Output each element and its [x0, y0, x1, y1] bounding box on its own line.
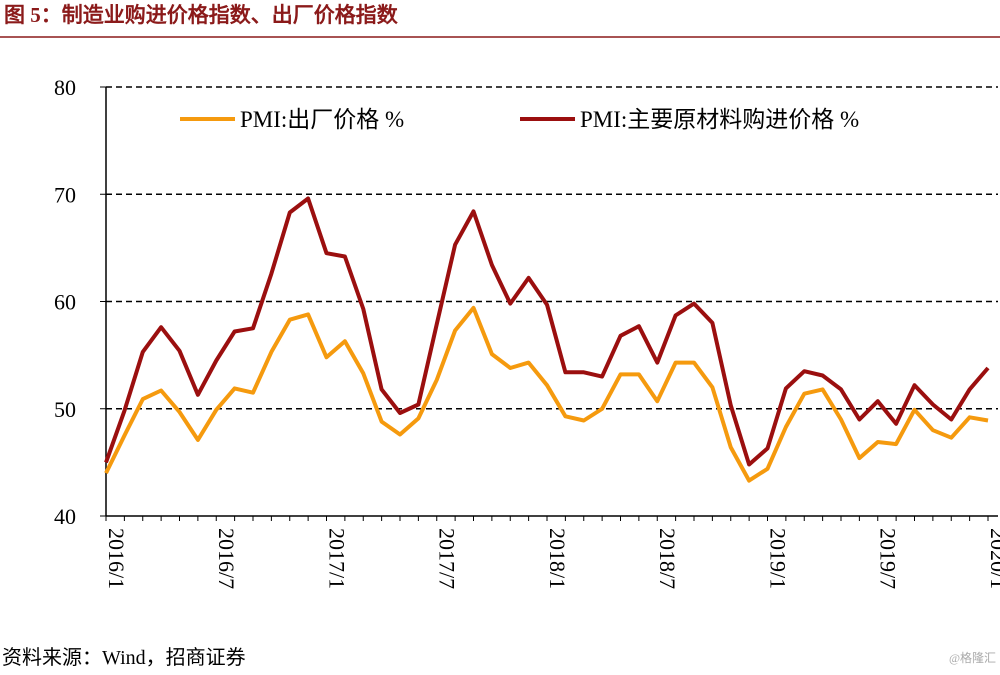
legend-label: PMI:出厂价格 % — [240, 107, 404, 132]
x-tick-label: 2018/7 — [655, 528, 680, 589]
legend-label: PMI:主要原材料购进价格 % — [580, 107, 859, 132]
y-tick-label: 50 — [54, 397, 76, 422]
chart-title: 图 5：制造业购进价格指数、出厂价格指数 — [4, 3, 399, 27]
y-tick-label: 40 — [54, 504, 76, 529]
x-tick-label: 2019/7 — [876, 528, 901, 589]
y-tick-label: 70 — [54, 182, 76, 207]
x-tick-label: 2017/7 — [435, 528, 460, 589]
x-tick-label: 2017/1 — [324, 528, 349, 589]
x-tick-label: 2019/1 — [765, 528, 790, 589]
y-tick-label: 60 — [54, 290, 76, 315]
x-tick-label: 2018/1 — [545, 528, 570, 589]
series-line — [104, 305, 989, 483]
series-line — [104, 196, 990, 467]
x-tick-label: 2016/1 — [104, 528, 129, 589]
watermark: @格隆汇 — [949, 650, 996, 665]
y-tick-label: 80 — [54, 75, 76, 100]
x-tick-label: 2016/7 — [214, 528, 239, 589]
x-tick-label: 2020/1 — [986, 528, 1000, 589]
source: 资料来源：Wind，招商证券 — [2, 646, 246, 669]
